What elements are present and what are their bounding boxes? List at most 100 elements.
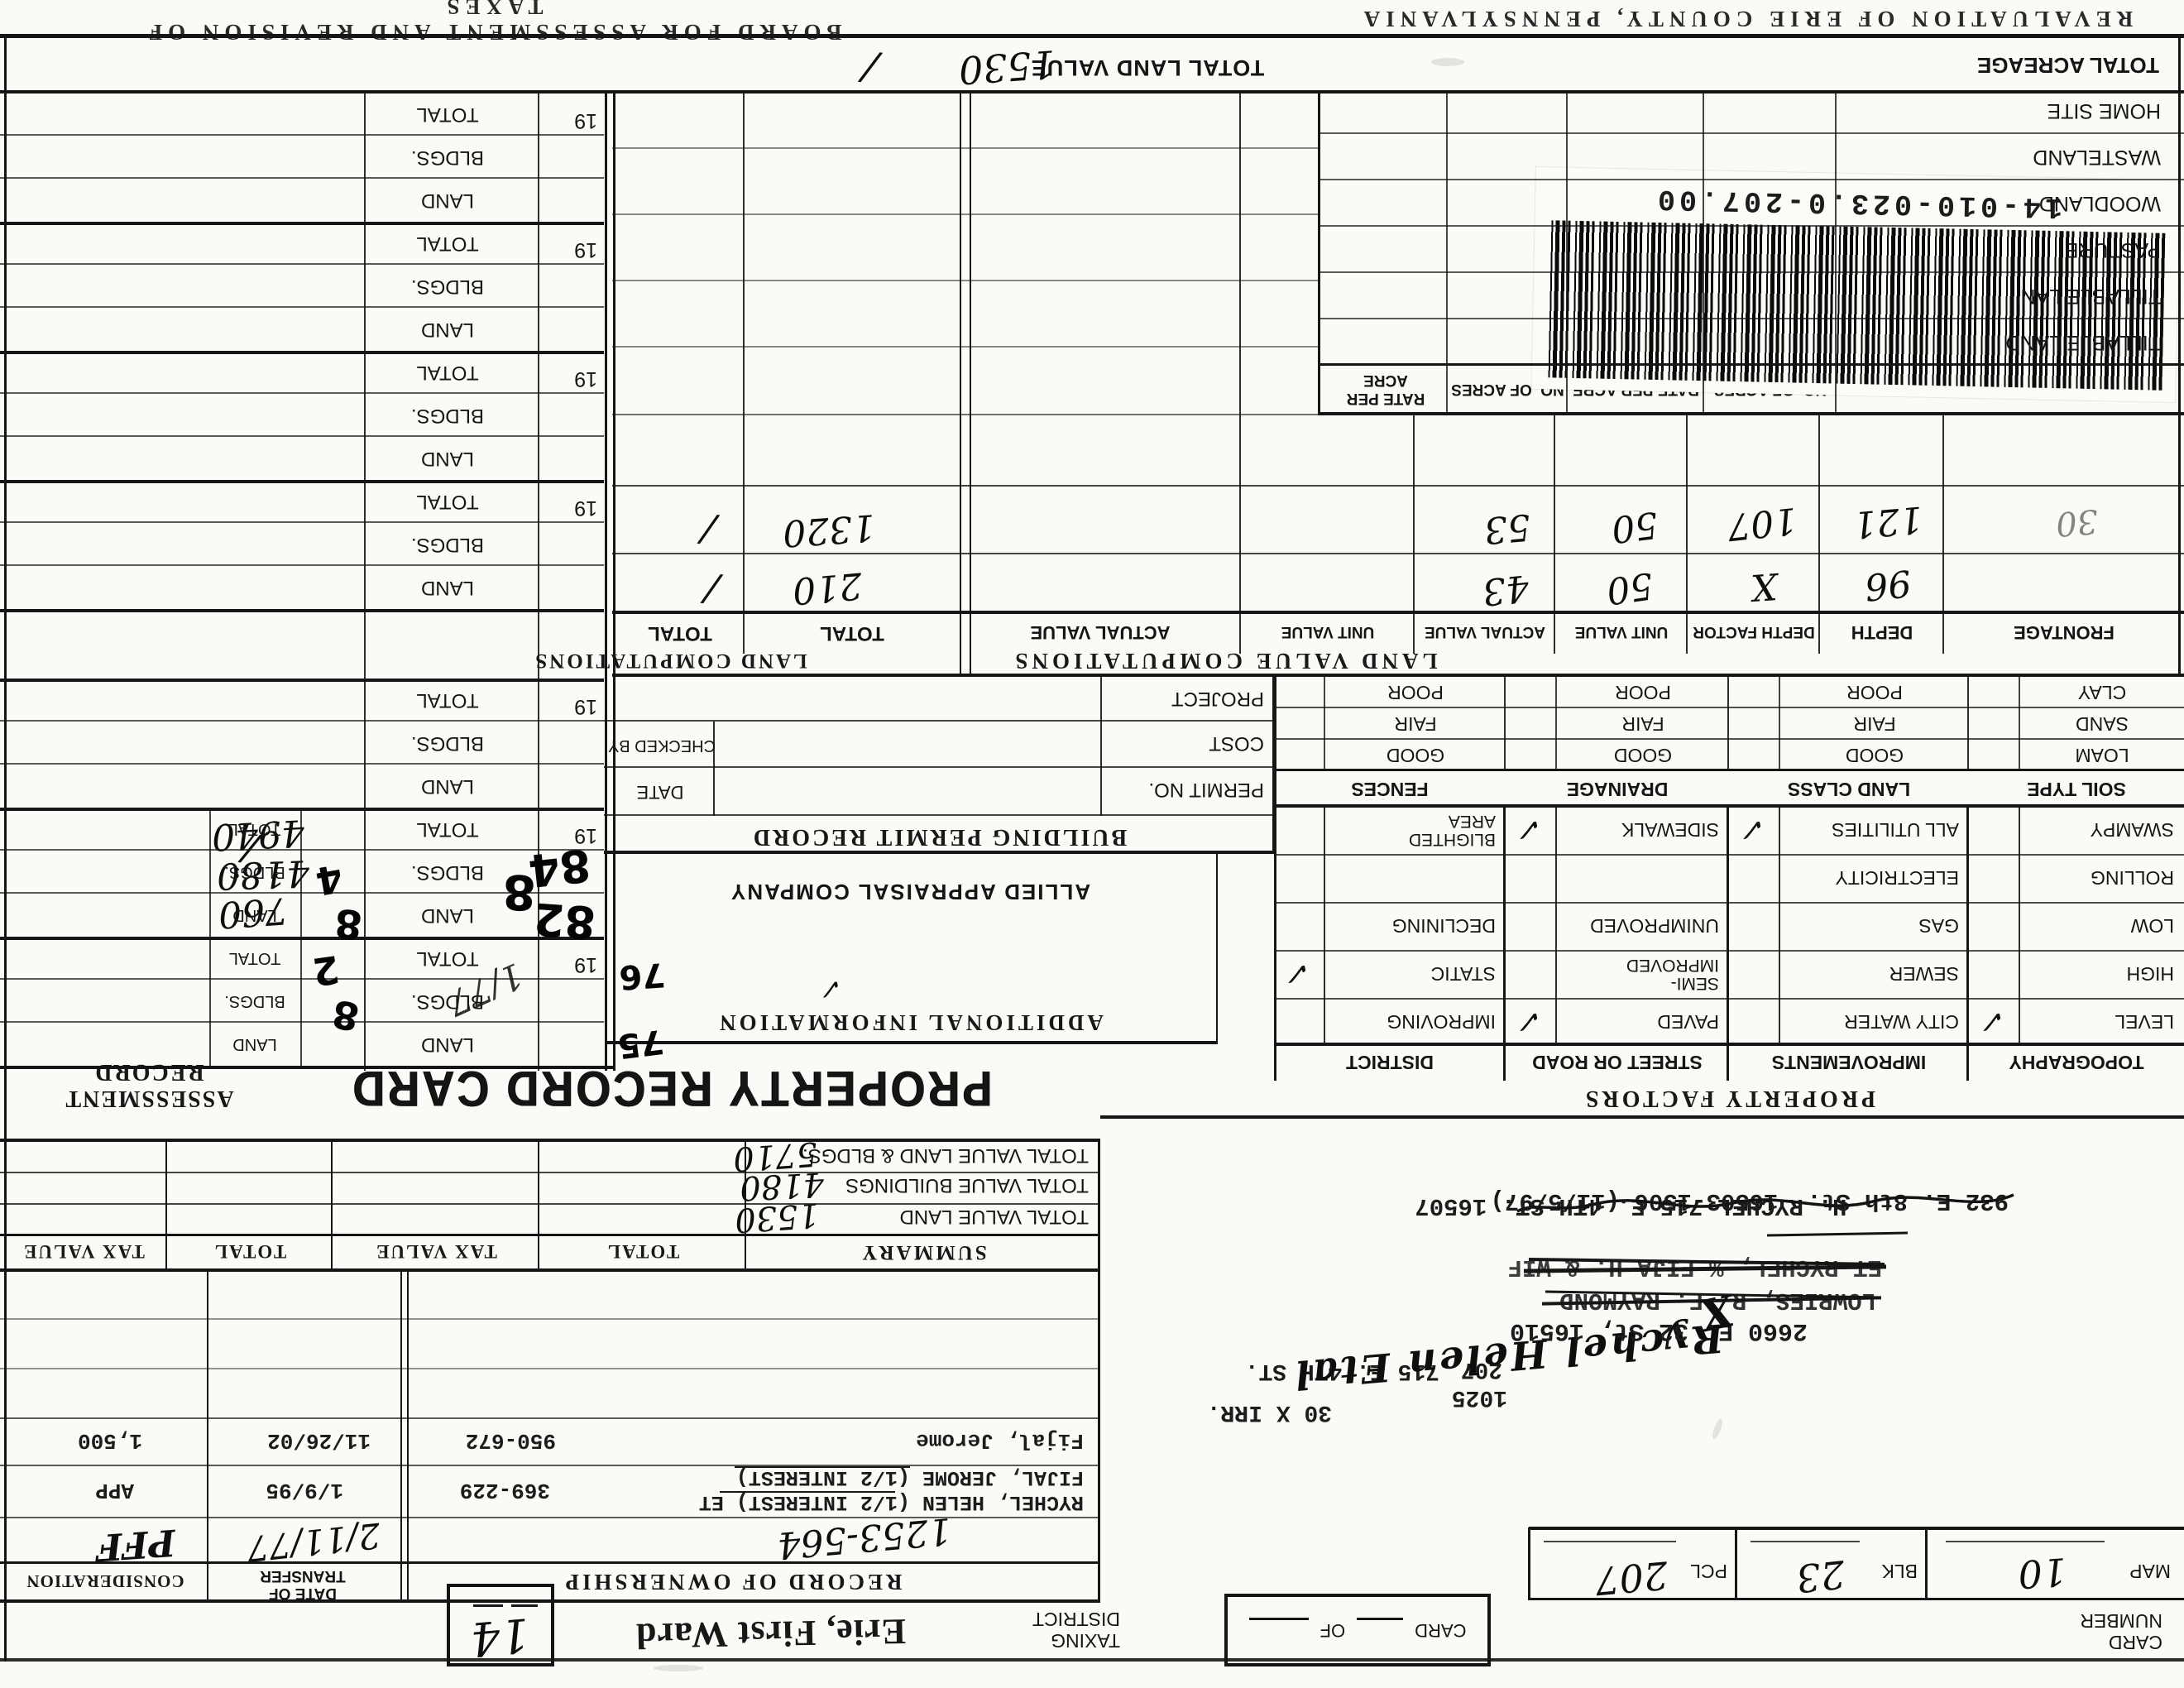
factor-label-line: IMPROVING [1387,1011,1496,1033]
factor-label-line: SEMI- [1670,974,1719,994]
permit-date-label: DATE [636,782,684,803]
rule-line [407,1270,409,1603]
rule-line [0,90,2184,94]
rule-line [612,280,1320,281]
rule-line [2178,36,2181,677]
lc-head-unit1: UNIT VALUE [1574,623,1669,640]
factor-label-line: AREA [1448,812,1496,831]
lc-r2-factor: 107 [1725,498,1799,549]
acreage-row-wasteland: WASTELAND [2033,146,2161,169]
rule-line [1554,414,1555,654]
soil-good-label: GOOD [1613,745,1673,767]
rule-line [604,766,1274,768]
factor-label-line: SIDEWALK [1621,819,1719,842]
rule-line [743,94,745,654]
acreage-row-woodland: WOODLAND [2038,192,2161,215]
interest-underline-1 [720,1491,895,1493]
factor-label-line: ELECTRICITY [1835,867,1959,890]
map-value: 10 [2016,1549,2068,1597]
owner-row3-date: 11/26/02 [267,1428,371,1453]
factor-high-label: HIGH [2022,950,2175,998]
rule-line [1413,414,1415,654]
pcl-value: 207 [1593,1552,1670,1604]
assessment-inner-total-label-g2: TOTAL [228,820,281,839]
rule-line [1320,271,2184,273]
rule-line [0,34,2184,38]
land-value-computations-title: LAND VALUE COMPUTATIONS [1011,649,1438,674]
lc-head-actual1: ACTUAL VALUE [1424,623,1546,640]
card-number-label-line1: CARD [2108,1632,2162,1653]
rule-line [0,1599,1100,1603]
land-computations-title: LAND COMPUTATIONS [533,650,807,672]
factors-header-improvements: IMPROVEMENTS [1771,1052,1927,1074]
lc-head-total1: TOTAL [820,622,884,645]
soil-header-land-class: LAND CLASS [1787,779,1911,801]
factor-label-line: DECLINING [1391,915,1496,938]
owner-row3-name: Fijal, Jerome [916,1428,1084,1453]
scan-smudge [1431,58,1464,66]
year-stamp-8: 8 [333,899,365,948]
pcl-write-line [1544,1541,1676,1542]
summary-row-land-label: TOTAL VALUE LAND [899,1206,1089,1228]
soil-header-fences: FENCES [1351,779,1429,801]
rule-line [0,1318,1100,1320]
factors-header-street-or-road: STREET OR ROAD [1532,1052,1703,1074]
assessment-year-prefix-g4: 19 [574,496,597,520]
card-number-label: CARD NUMBER [2080,1609,2162,1653]
taxing-district-label: TAXING DISTRICT [1032,1608,1120,1652]
assessment-year-prefix-g5: 19 [574,367,597,391]
appraisal-company-note: ALLIED APPRAISAL COMPANY [729,880,1091,905]
factor-all-utilities-label: ALL UTILITIES [1782,806,1959,854]
soil-poor-label: POOR [1846,682,1903,704]
map-write-line [1946,1541,2105,1542]
soil-fair-label: FAIR [1621,713,1664,736]
summary-col-tax-2: TAX VALUE [22,1241,145,1262]
soil-fair-label: FAIR [1853,713,1896,736]
factor-static-label: STATIC [1327,950,1496,998]
factor-label-line: STATIC [1430,963,1496,985]
soil-loam-label: LOAM [2075,745,2129,767]
owner-row2-line1: RYCHEL, HELEN (1/2 INTEREST) ET [698,1490,1084,1514]
factor-label-line: ROLLING [2091,867,2174,890]
pcl-label: PCL [1690,1561,1727,1582]
assessment-bldgs-label-g7: BLDGS. [410,146,485,169]
rule-line [1320,225,2184,227]
lc-r2-depth: 121 [1851,497,1925,546]
owner-row2-line2: FIJAL, JEROME (1/2 INTEREST) [735,1465,1084,1489]
assessment-land-label-g7: LAND [420,189,475,212]
owner-row2-consid: APP [95,1478,134,1503]
lc-r1-depth: 96 [1862,561,1913,608]
assessment-total-label-g6: TOTAL [416,233,479,255]
interest-underline-2 [735,1466,910,1468]
assessment-inner-bldgs-label-g1: BLDGS. [224,992,285,1011]
factor-swampy-label: SWAMPY [2022,806,2174,854]
rule-line [0,1517,1100,1518]
rule-line [0,1368,1100,1369]
lc-r1-total: 210 [790,563,864,612]
rule-line [1320,363,2184,366]
lc-r2-actual: 53 [1482,505,1533,552]
factor-label-line: CITY WATER [1844,1011,1959,1033]
rule-line [0,1465,1100,1466]
rule-line [713,722,715,816]
acreage-row-tillable-land: TILLABLE LAND [2005,331,2161,354]
soil-clay-label: CLAY [2077,682,2127,704]
lc-head-depth-factor: DEPTH FACTOR [1693,623,1815,640]
assessment-inner-land-label-g2: LAND [232,906,277,925]
factor-sewer-label: SEWER [1782,950,1959,998]
factor-all-utilities-check: ✓ [1740,811,1770,847]
year-stamp-2: 2 [309,947,342,995]
year-stamp-8: 8 [328,990,363,1040]
acreage-row-pasture: PASTURE [2064,238,2161,261]
assessment-land-label-g3: LAND [420,775,475,798]
scan-smudge [1710,1417,1725,1441]
rule-line [0,1561,1100,1564]
assessment-row-line [0,392,604,394]
rule-line [1529,1598,2184,1600]
soil-poor-label: POOR [1615,682,1671,704]
lc-head-total2: TOTAL [648,622,712,645]
rule-line [1446,93,1448,414]
factor-label-line: IMPROVED [1626,956,1719,975]
assessment-land-label-g5: LAND [420,448,475,470]
